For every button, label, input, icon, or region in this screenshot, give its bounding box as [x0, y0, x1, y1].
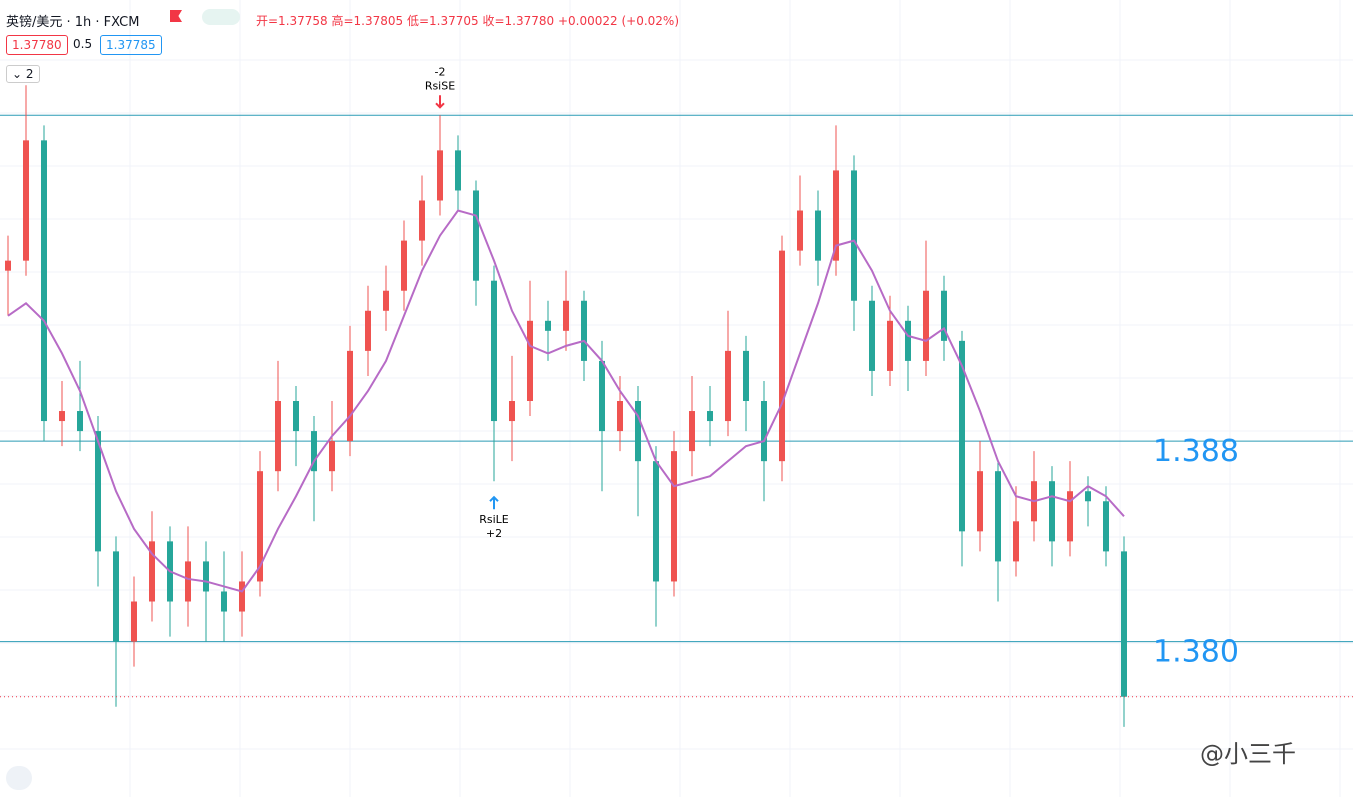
candle-body — [851, 170, 857, 301]
level-label: 1.380 — [1153, 635, 1239, 670]
candle-body — [671, 451, 677, 582]
candle-body — [1121, 551, 1127, 697]
candle-body — [347, 350, 353, 442]
candle-body — [239, 581, 245, 612]
candle-body — [329, 441, 335, 472]
candle-body — [275, 401, 281, 472]
signal-label: RsiSE — [425, 79, 455, 92]
signal-qty: -2 — [435, 65, 446, 78]
candle-body — [977, 471, 983, 532]
watermark: @小三千 — [1200, 740, 1296, 768]
candle-body — [113, 551, 119, 642]
candle-body — [527, 320, 533, 402]
candle-body — [689, 411, 695, 452]
candle-body — [59, 411, 65, 422]
candle-body — [455, 150, 461, 191]
signal-arrow — [435, 95, 445, 109]
candle-body — [941, 290, 947, 341]
ohlc: 开=1.37758 高=1.37805 低=1.37705 收=1.37780 … — [256, 14, 680, 28]
candle-body — [1067, 491, 1073, 542]
candle-body — [725, 350, 731, 422]
candle-body — [509, 401, 515, 422]
candle-body — [257, 471, 263, 582]
signal-qty: +2 — [486, 527, 502, 540]
candle-body — [1013, 521, 1019, 562]
candle-body — [635, 401, 641, 462]
candle-body — [995, 471, 1001, 562]
candle-body — [77, 411, 83, 432]
candle-body — [383, 290, 389, 311]
candle-body — [185, 561, 191, 602]
candle-body — [41, 140, 47, 422]
candle-body — [131, 601, 137, 642]
candle-body — [833, 170, 839, 261]
spread: 0.5 — [73, 37, 93, 51]
level-label: 1.388 — [1153, 434, 1239, 469]
candle-body — [419, 200, 425, 241]
candle-body — [869, 300, 875, 371]
signal-arrow — [489, 495, 499, 510]
indicator-count: 2 — [25, 67, 34, 81]
candle-body — [365, 310, 371, 351]
candle-body — [1049, 481, 1055, 542]
candle-body — [437, 150, 443, 201]
candle-body — [617, 401, 623, 432]
candle-body — [959, 340, 965, 532]
candle-body — [311, 431, 317, 472]
symbol[interactable]: 英镑/美元 · 1h · FXCM — [6, 15, 140, 30]
candle-body — [905, 320, 911, 361]
candle-body — [797, 210, 803, 251]
buy-price[interactable]: 1.37785 — [100, 35, 162, 55]
candle-body — [581, 300, 587, 361]
flag[interactable] — [170, 10, 182, 22]
candle-body — [23, 140, 29, 261]
candle-body — [563, 300, 569, 331]
candle-body — [293, 401, 299, 432]
logo[interactable] — [6, 766, 32, 790]
candle-body — [491, 280, 497, 422]
sell-price[interactable]: 1.37780 — [6, 35, 68, 55]
candle-body — [707, 411, 713, 422]
candle-body — [401, 240, 407, 291]
candle-body — [203, 561, 209, 592]
candle-body — [5, 260, 11, 271]
candle-body — [653, 461, 659, 582]
candle-body — [761, 401, 767, 462]
candle-body — [599, 360, 605, 432]
candle-body — [815, 210, 821, 261]
candle-body — [545, 320, 551, 331]
candle-body — [149, 541, 155, 602]
indicator-toggle[interactable]: ⌄ 2 — [6, 65, 40, 83]
moving-average — [7, 209, 1125, 593]
candle-body — [743, 350, 749, 402]
candle-body — [923, 290, 929, 361]
candle-body — [1103, 501, 1109, 552]
status[interactable] — [202, 9, 240, 25]
candle-body — [887, 320, 893, 371]
candle-body — [1085, 491, 1091, 502]
candle-body — [95, 431, 101, 552]
candle-body — [779, 250, 785, 462]
candle-body — [473, 190, 479, 281]
signal-label: RsiLE — [479, 513, 509, 526]
candle-body — [221, 591, 227, 612]
